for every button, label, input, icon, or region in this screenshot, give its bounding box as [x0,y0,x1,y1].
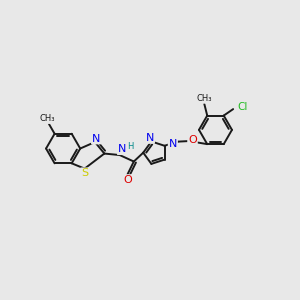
Text: Cl: Cl [238,102,248,112]
Text: CH₃: CH₃ [40,114,55,123]
Text: O: O [123,175,132,185]
Text: N: N [92,134,100,143]
Text: O: O [188,135,197,145]
Text: S: S [81,168,88,178]
Text: N: N [169,139,177,149]
Text: N: N [146,133,154,143]
Text: CH₃: CH₃ [196,94,212,103]
Text: N: N [118,144,126,154]
Text: H: H [127,142,134,151]
